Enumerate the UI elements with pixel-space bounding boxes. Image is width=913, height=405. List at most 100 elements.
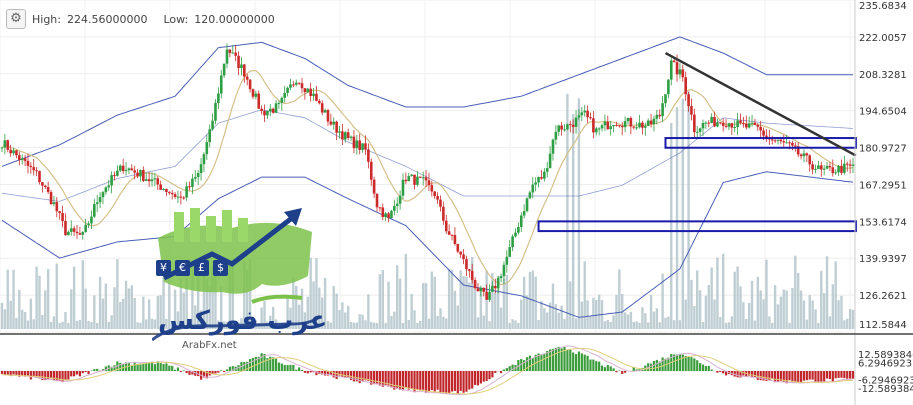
volume-bar <box>295 285 298 329</box>
macd-histogram-bar <box>494 371 497 373</box>
candle-body <box>176 196 180 198</box>
candle-body <box>473 280 477 289</box>
candle-body <box>202 154 206 165</box>
volume-bar <box>326 320 330 329</box>
volume-bar <box>759 290 762 329</box>
candle-body <box>81 232 85 235</box>
candle-body <box>719 122 722 124</box>
euro-symbol: € <box>175 260 190 276</box>
volume-bar <box>378 274 382 329</box>
macd-histogram-bar <box>846 371 849 379</box>
candle-body <box>661 103 664 117</box>
macd-histogram-bar <box>289 364 292 371</box>
macd-histogram-bar <box>600 365 604 371</box>
candle-body <box>150 179 154 182</box>
macd-histogram-bar <box>759 371 762 381</box>
volume-bar <box>179 279 183 329</box>
volume-bar <box>393 311 396 329</box>
candle-body <box>779 139 783 142</box>
candle-body <box>165 188 168 193</box>
candle-body <box>266 111 269 116</box>
volume-bar <box>488 321 491 329</box>
volume-bar <box>828 316 832 329</box>
candle-body <box>742 122 745 124</box>
macd-histogram-bar <box>724 371 728 376</box>
macd-histogram-bar <box>78 371 81 377</box>
volume-bar <box>736 266 739 329</box>
macd-histogram-bar <box>12 371 15 375</box>
macd-histogram-bar <box>465 371 468 392</box>
candle-body <box>808 155 812 165</box>
price-tick-label: 167.2951 <box>859 180 907 191</box>
volume-bar <box>846 318 849 329</box>
candle-body <box>130 168 134 171</box>
candle-body <box>116 170 119 176</box>
macd-histogram-bar <box>479 371 482 384</box>
macd-histogram-bar <box>638 369 641 371</box>
volume-bar <box>424 283 428 329</box>
macd-histogram-bar <box>277 362 281 371</box>
volume-bar <box>136 322 139 329</box>
volume-bar <box>58 322 61 329</box>
candle-body <box>817 165 820 169</box>
gear-icon[interactable]: ⚙ <box>6 9 26 29</box>
candle-body <box>381 207 385 218</box>
macd-histogram-bar <box>214 371 217 374</box>
macd-histogram-bar <box>269 356 272 371</box>
candle-body <box>693 114 696 133</box>
macd-histogram-bar <box>739 371 742 378</box>
candle-body <box>35 170 38 172</box>
volume-bar <box>805 319 809 329</box>
macd-histogram-bar <box>753 371 757 378</box>
macd-histogram-bar <box>572 352 575 371</box>
volume-bar <box>384 322 387 329</box>
volume-bar <box>742 302 745 329</box>
volume-bar <box>814 309 817 329</box>
macd-histogram-bar <box>675 354 679 371</box>
macd-histogram-bar <box>615 371 618 373</box>
candle-body <box>136 172 139 177</box>
macd-histogram-bar <box>70 371 73 377</box>
macd-histogram-bar <box>681 354 684 371</box>
macd-histogram-bar <box>823 371 826 382</box>
candle-body <box>618 125 621 127</box>
candle-body <box>297 82 301 84</box>
volume-bar <box>468 282 471 329</box>
macd-histogram-bar <box>182 370 185 371</box>
macd-histogram-bar <box>716 371 719 373</box>
volume-bar <box>730 316 734 329</box>
volume-bar <box>563 318 566 329</box>
candle-body <box>623 121 627 128</box>
macd-histogram-bar <box>817 371 820 383</box>
volume-bar <box>361 314 364 329</box>
candle-body <box>104 187 108 193</box>
volume-bar <box>508 322 511 329</box>
macd-histogram-bar <box>551 348 555 371</box>
candle-body <box>404 179 408 182</box>
volume-bar <box>436 315 439 329</box>
volume-bar <box>505 274 509 329</box>
volume-bar <box>231 259 234 329</box>
candle-body <box>744 123 748 128</box>
price-tick-label: 139.9397 <box>859 254 907 265</box>
volume-bar <box>139 322 142 329</box>
candle-body <box>511 236 514 248</box>
macd-histogram-bar <box>722 371 725 374</box>
volume-bar <box>687 91 690 329</box>
macd-histogram-bar <box>456 371 459 394</box>
candle-body <box>465 259 468 270</box>
volume-bar <box>346 305 350 329</box>
macd-histogram-bar <box>300 369 304 371</box>
candle-body <box>214 102 217 121</box>
candle-body <box>678 69 682 75</box>
volume-bar <box>439 308 442 329</box>
volume-bar <box>110 315 113 329</box>
macd-histogram-bar <box>825 371 829 379</box>
volume-bar <box>727 322 731 329</box>
macd-histogram-bar <box>762 371 765 381</box>
pound-symbol: £ <box>194 260 209 276</box>
volume-bar <box>70 289 73 329</box>
volume-bar <box>9 300 12 329</box>
volume-bar <box>848 309 852 329</box>
candle-body <box>707 122 711 124</box>
